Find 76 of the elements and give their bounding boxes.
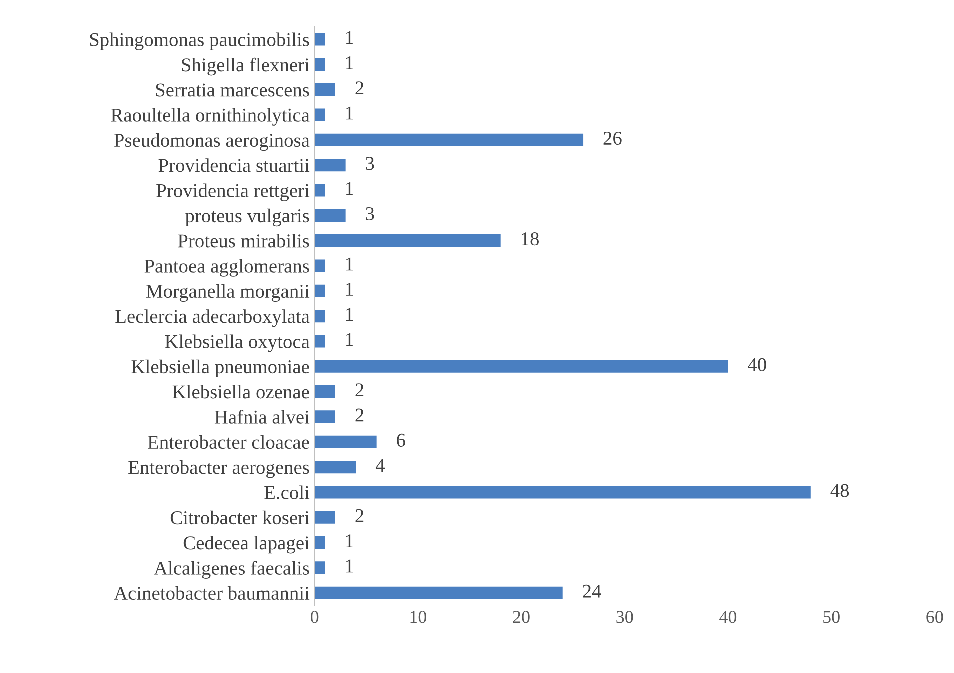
data-label: 1	[346, 106, 354, 120]
bar	[314, 335, 326, 348]
y-tick-label: Raoultella ornithinolytica	[111, 108, 310, 126]
bar	[314, 159, 346, 172]
x-tick-label: 30	[616, 611, 634, 624]
bar	[314, 284, 326, 298]
y-tick-label: Cedecea lapagei	[184, 536, 310, 554]
data-label: 4	[376, 459, 386, 472]
data-label: 48	[830, 484, 850, 498]
bar	[314, 562, 326, 574]
y-tick-label: Pantoea agglomerans	[144, 259, 310, 277]
y-tick-label: Proteus mirabilis	[178, 234, 310, 248]
y-tick-label: Klebsiella ozenae	[172, 385, 310, 399]
y-tick-label: Providencia rettgeri	[156, 184, 310, 202]
bar	[314, 511, 336, 524]
y-tick-label: Enterobacter cloacae	[148, 435, 310, 450]
data-label: 3	[366, 157, 374, 170]
bar	[314, 586, 563, 600]
data-label: 18	[522, 232, 539, 246]
data-label: 1	[346, 56, 354, 70]
y-tick-label: Enterobacter aerogenes	[128, 460, 310, 478]
data-label: 6	[397, 434, 406, 447]
y-tick-label: Serratia marcescens	[156, 84, 310, 97]
bar	[314, 134, 584, 146]
data-label: 1	[346, 534, 354, 548]
x-tick-label: 20	[513, 611, 530, 624]
y-tick-label: proteus vulgaris	[186, 208, 310, 227]
y-tick-label: Leclercia adecarboxylata	[116, 310, 310, 328]
y-tick-label: Sphingomonas paucimobilis	[90, 32, 310, 50]
y-tick-label: Citrobacter koseri	[170, 510, 310, 525]
data-label: 1	[346, 333, 354, 346]
data-label: 1	[346, 560, 354, 573]
data-label: 26	[604, 132, 622, 146]
x-tick-label: 60	[926, 611, 944, 624]
data-label: 1	[346, 282, 354, 296]
bar	[314, 84, 336, 96]
x-tick-label: 0	[310, 611, 319, 624]
bar	[314, 184, 326, 197]
y-tick-label: Acinetobacter baumannii	[114, 586, 310, 600]
y-tick-label: Klebsiella oxytoca	[165, 334, 310, 352]
bar	[314, 360, 728, 373]
bar	[314, 209, 346, 222]
y-tick-label: Shigella flexneri	[182, 58, 310, 76]
y-tick-label: Alcaligenes faecalis	[154, 561, 310, 579]
data-label: 1	[346, 182, 354, 196]
data-label: 2	[356, 408, 364, 422]
data-label: 2	[356, 82, 364, 95]
bar	[314, 486, 811, 499]
bar	[314, 260, 326, 272]
data-label: 24	[583, 584, 602, 598]
bar	[314, 108, 326, 122]
y-tick-label: Pseudomonas aeroginosa	[114, 133, 310, 152]
bar	[314, 536, 326, 550]
data-label: 1	[346, 258, 354, 271]
data-label: 40	[748, 358, 766, 372]
y-tick-label: Hafnia alvei	[214, 410, 310, 424]
data-label: 2	[356, 384, 364, 396]
x-tick-label: 50	[824, 611, 840, 624]
data-label: 1	[346, 31, 354, 44]
bar	[314, 461, 356, 474]
bar	[314, 33, 326, 46]
y-tick-label: Klebsiella pneumoniae	[132, 360, 310, 378]
data-label: 1	[346, 308, 354, 321]
bar	[314, 410, 336, 424]
data-label: 3	[366, 207, 374, 221]
bar	[314, 58, 326, 71]
bar	[314, 310, 326, 323]
bar	[314, 234, 501, 248]
y-tick-label: Morganella morganii	[146, 284, 310, 302]
y-tick-label: Providencia stuartii	[158, 158, 310, 172]
y-tick-label: E.coli	[264, 486, 310, 500]
x-tick-label: 10	[410, 611, 427, 624]
bar	[314, 386, 336, 398]
data-label: 2	[356, 509, 364, 522]
bar	[314, 436, 377, 448]
x-tick-label: 40	[720, 611, 737, 624]
